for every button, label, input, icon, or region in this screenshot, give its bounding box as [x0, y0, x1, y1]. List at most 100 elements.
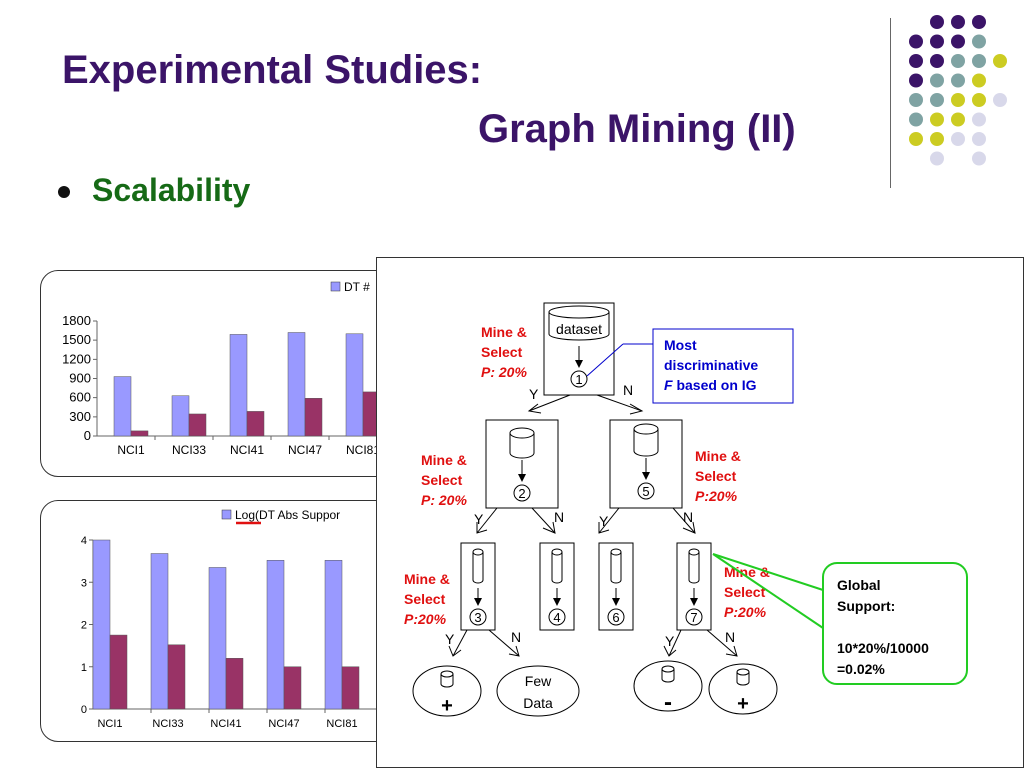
dataset-label: dataset: [556, 321, 602, 337]
decision-tree-panel: dataset 1 Mine & Select P: 20% Most disc…: [376, 257, 1024, 768]
svg-text:=0.02%: =0.02%: [837, 661, 885, 677]
svg-text:Select: Select: [724, 584, 766, 600]
y-tick-label: 3: [81, 577, 87, 589]
y-tick-label: 1200: [62, 351, 91, 366]
bar-nci33-series-2: [188, 413, 207, 437]
svg-text:Y: Y: [665, 633, 675, 649]
bar-nci81-series-1: [324, 560, 343, 710]
y-tick-label: 1: [81, 662, 87, 674]
bar-nci33-series-1: [150, 553, 169, 710]
decorative-dot: [972, 151, 986, 166]
bar-nci81-series-1: [345, 333, 364, 437]
bar-nci47-series-2: [304, 398, 323, 437]
y-tick-label: 2: [81, 620, 87, 632]
svg-text:6: 6: [612, 610, 619, 625]
decorative-dot: [972, 54, 986, 68]
decorative-dot-grid: [909, 15, 1007, 166]
decorative-dot: [930, 93, 944, 107]
svg-text:7: 7: [690, 610, 697, 625]
svg-text:Select: Select: [421, 472, 463, 488]
svg-text:Data: Data: [523, 695, 553, 711]
svg-text:Global: Global: [837, 577, 881, 593]
decorative-dot: [930, 34, 944, 49]
svg-text:P: 20%: P: 20%: [481, 364, 527, 380]
x-category-label: NCI1: [97, 718, 122, 730]
bar-nci47-series-1: [266, 560, 285, 710]
svg-text:P: 20%: P: 20%: [421, 492, 467, 508]
svg-text:Mine &: Mine &: [481, 324, 527, 340]
legend-swatch: [330, 281, 341, 292]
y-tick-label: 900: [69, 371, 91, 386]
y-tick-label: 0: [84, 428, 91, 443]
chart-dt-count-svg: DT # 0 300 600 900 1200 1500 1800 NCI1 NCI33 NCI41…: [62, 280, 421, 457]
decorative-dot: [930, 54, 944, 68]
svg-text:Mine &: Mine &: [404, 571, 450, 587]
tree-node-2: 2: [485, 419, 559, 509]
tree-node-7: 7: [676, 542, 712, 631]
tree-node-4: 4: [539, 542, 575, 631]
svg-text:N: N: [683, 509, 693, 525]
tree-node-5: 5: [609, 419, 683, 509]
decision-tree-svg: dataset 1 Mine & Select P: 20% Most disc…: [404, 302, 968, 717]
svg-text:N: N: [511, 629, 521, 645]
svg-text:Select: Select: [481, 344, 523, 360]
mine-select-node-3: Mine & Select P:20%: [404, 571, 450, 627]
mine-select-node-2: Mine & Select P: 20%: [421, 452, 467, 508]
decorative-dot: [993, 93, 1007, 107]
y-tick-label: 300: [69, 409, 91, 424]
mine-select-node-7: Mine & Select P:20%: [724, 564, 770, 620]
decorative-dot: [972, 132, 986, 146]
decorative-dot: [972, 15, 986, 29]
decorative-dot: [951, 132, 965, 146]
bar-nci1-series-2: [130, 430, 149, 437]
svg-text:Mine &: Mine &: [421, 452, 467, 468]
svg-text:N: N: [554, 509, 564, 525]
svg-text:-: -: [664, 689, 672, 716]
bar-nci1-series-1: [113, 376, 132, 437]
y-tick-label: 4: [81, 535, 87, 547]
svg-text:2: 2: [518, 486, 525, 501]
decorative-dot: [972, 73, 986, 88]
decorative-dot: [909, 73, 923, 88]
bar-nci33-series-1: [171, 395, 190, 437]
x-category-label: NCI33: [152, 718, 183, 730]
legend-swatch: [221, 509, 232, 520]
svg-text:Support:: Support:: [837, 598, 895, 614]
chart-log-support: Log(DT Abs Suppor 0 1 2 3 4 NCI1 NCI33 NCI41 NCI4…: [40, 500, 422, 742]
chart-dt-count: DT # 0 300 600 900 1200 1500 1800 NCI1 NCI33 NCI41…: [40, 270, 422, 477]
decorative-dot: [951, 34, 965, 49]
bar-nci1-series-1: [92, 539, 111, 710]
y-tick-label: 1500: [62, 332, 91, 347]
leaf-negative: -: [633, 660, 703, 716]
leaf-few-data: Few Data: [496, 665, 580, 717]
decorative-dot: [951, 54, 965, 68]
chart-log-support-svg: Log(DT Abs Suppor 0 1 2 3 4 NCI1 NCI33 NCI41 NCI4…: [81, 508, 421, 730]
tree-node-1: dataset 1: [543, 302, 615, 396]
bar-nci41-series-1: [229, 334, 248, 437]
legend-label: Log(DT Abs Suppor: [235, 508, 340, 522]
svg-text:Few: Few: [525, 673, 552, 689]
bar-nci47-series-1: [287, 332, 306, 437]
decorative-dot: [930, 132, 944, 146]
x-category-label: NCI33: [172, 443, 206, 457]
decorative-dot: [993, 54, 1007, 68]
svg-text:10*20%/10000: 10*20%/10000: [837, 640, 929, 656]
decorative-dot: [951, 73, 965, 88]
decorative-dot: [909, 132, 923, 146]
decorative-dot: [951, 112, 965, 127]
leaf-positive-2: +: [708, 663, 778, 715]
svg-text:N: N: [725, 629, 735, 645]
bullet-icon: [58, 186, 70, 198]
header-divider-line: [890, 18, 891, 188]
global-support-pointer: [712, 553, 824, 629]
decorative-dot: [951, 93, 965, 107]
decorative-dot: [930, 15, 944, 29]
x-category-label: NCI47: [268, 718, 299, 730]
bullet-scalability: Scalability: [92, 172, 251, 208]
bar-nci47-series-2: [283, 666, 302, 710]
bar-nci41-series-2: [246, 411, 265, 437]
svg-text:P:20%: P:20%: [404, 611, 447, 627]
callout-most-discriminative: Most discriminative F based on IG: [586, 328, 794, 404]
bar-nci81-series-2: [341, 666, 360, 710]
svg-text:4: 4: [553, 610, 560, 625]
